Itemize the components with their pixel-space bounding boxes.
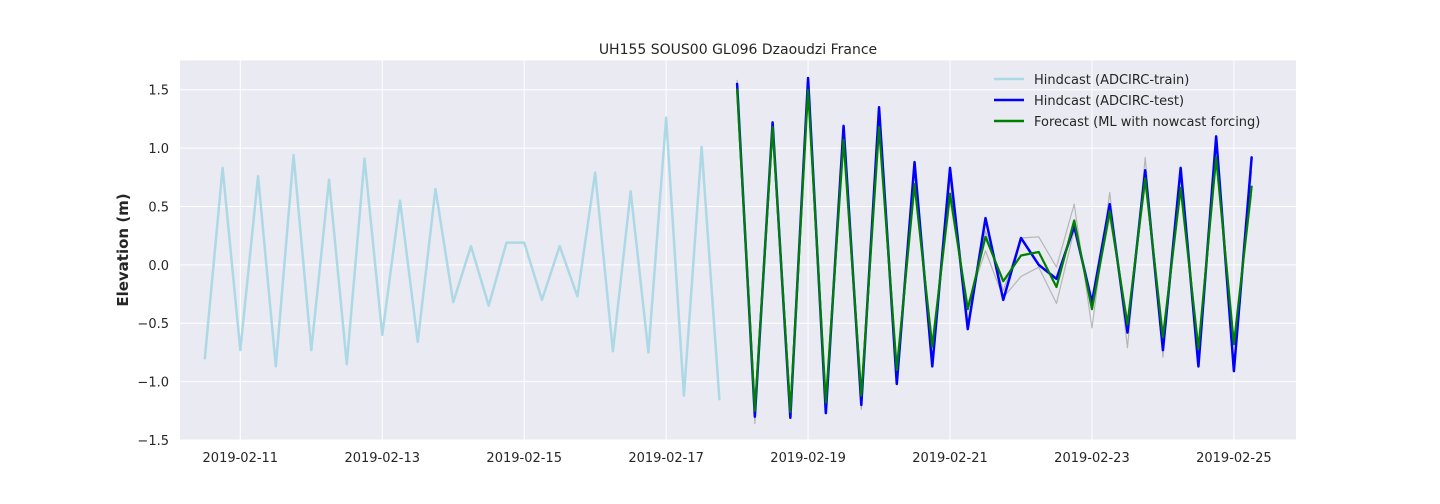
y-tick-label: 1.5 [148,84,169,99]
y-axis-label: Elevation (m) [114,193,132,306]
x-tick-label: 2019-02-21 [912,451,988,466]
legend-label-test: Hindcast (ADCIRC-test) [1034,94,1184,109]
legend: Hindcast (ADCIRC-train) Hindcast (ADCIRC… [994,73,1260,130]
y-tick-label: 0.5 [148,200,169,215]
series-line-train [203,116,721,401]
y-tick-label: −1.5 [137,434,169,449]
series-layer [203,76,1253,425]
y-tick-label: 1.0 [148,142,169,157]
x-tick-label: 2019-02-19 [770,451,846,466]
x-tick-label: 2019-02-17 [628,451,704,466]
x-tick-label: 2019-02-25 [1196,451,1272,466]
x-tick-label: 2019-02-11 [203,451,279,466]
chart-title: UH155 SOUS00 GL096 Dzaoudzi France [599,42,877,58]
y-tick-label: −0.5 [137,317,169,332]
x-tick-label: 2019-02-13 [344,451,420,466]
x-tick-label: 2019-02-15 [486,451,562,466]
legend-label-train: Hindcast (ADCIRC-train) [1034,73,1189,88]
y-tick-label: 0.0 [148,259,169,274]
series-line-forecast [736,88,1253,414]
ticks: 2019-02-11 2019-02-13 2019-02-15 2019-02-17… [137,84,1271,466]
y-tick-label: −1.0 [137,376,169,391]
legend-label-forecast: Forecast (ML with nowcast forcing) [1034,115,1260,130]
x-tick-label: 2019-02-23 [1054,451,1130,466]
